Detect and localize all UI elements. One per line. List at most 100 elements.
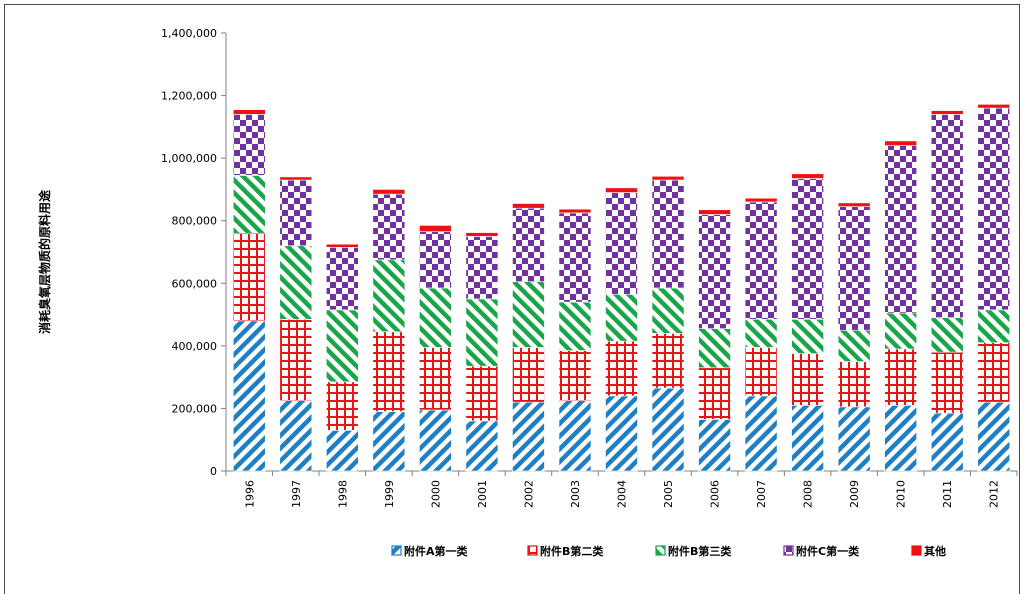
y-tick-label: 0 [210, 465, 217, 478]
bar-segment [930, 114, 964, 319]
bar-segment [419, 409, 452, 472]
bar-segment [837, 406, 871, 472]
bar-segment [791, 173, 824, 179]
y-tick-label: 1,400,000 [161, 27, 217, 40]
bar-segment [884, 312, 917, 350]
legend-label: 附件B第二类 [540, 544, 604, 558]
bar-segment [651, 333, 685, 389]
bar-segment [698, 419, 731, 472]
bar-segment [465, 236, 499, 300]
bar-segment [651, 287, 685, 334]
legend-label: 其他 [924, 544, 946, 558]
bar-segment [419, 287, 452, 348]
bar-segment [744, 347, 778, 397]
bar-segment [977, 309, 1011, 344]
bar-segment [930, 412, 964, 472]
bar-segment [232, 175, 266, 234]
bar-segment [465, 420, 499, 472]
bar-segment [232, 114, 266, 176]
bar-segment [372, 331, 406, 412]
bar-segment [930, 351, 964, 414]
x-tick-label: 1998 [336, 480, 349, 508]
bar-segment [977, 107, 1011, 311]
bar-segment [326, 430, 359, 472]
bar-segment [326, 243, 359, 248]
bar-segment [512, 347, 545, 403]
bar-segment [698, 214, 731, 329]
x-tick-label: 2005 [662, 480, 675, 508]
bar-segment [465, 232, 499, 237]
y-axis-label: 消耗臭氧层物质的原料用途 [37, 189, 52, 334]
bar-segment [558, 212, 592, 303]
x-tick-label: 2003 [569, 480, 582, 508]
bar-segment [558, 350, 592, 401]
legend-label: 附件B第三类 [668, 544, 732, 558]
bar-segment [605, 293, 638, 342]
bar-segment [977, 104, 1011, 109]
bar-segment [558, 301, 592, 351]
bar-segment [698, 367, 731, 420]
bar-segment [884, 145, 917, 314]
bar-segment [232, 109, 266, 115]
bar-segment [837, 361, 871, 408]
bar-segment [465, 365, 499, 422]
legend-swatch [783, 545, 794, 556]
legend-swatch [391, 545, 402, 556]
bar-segment [744, 197, 778, 203]
bar-segment [744, 201, 778, 320]
bar-segment [698, 328, 731, 369]
x-tick-label: 2011 [941, 480, 954, 508]
bar-segment [837, 202, 871, 207]
bar-segment [558, 400, 592, 472]
x-tick-label: 2004 [616, 480, 629, 508]
bar-segment [558, 208, 592, 214]
bar-segment [651, 387, 685, 472]
bar-segment [372, 193, 406, 261]
bar-segment [651, 179, 685, 289]
bar-segment [605, 187, 638, 193]
y-tick-label: 1,000,000 [161, 152, 217, 165]
x-tick-label: 2009 [848, 480, 861, 508]
x-tick-label: 1996 [243, 480, 256, 508]
legend-label: 附件C第一类 [796, 544, 860, 558]
bar-segment [605, 395, 638, 472]
x-tick-label: 2006 [709, 480, 722, 508]
bar-segment [791, 353, 824, 406]
bar-segment [279, 245, 313, 320]
bar-segment [279, 318, 313, 401]
bar-segment [744, 395, 778, 472]
bar-segment [651, 175, 685, 181]
bar-segment [465, 298, 499, 367]
y-tick-label: 400,000 [172, 340, 218, 353]
chart-frame [4, 4, 1020, 594]
x-tick-label: 2007 [755, 480, 768, 508]
bar-segment [884, 404, 917, 472]
y-tick-label: 600,000 [172, 277, 218, 290]
bar-segment [372, 189, 406, 195]
bar-segment [419, 231, 452, 289]
x-tick-label: 2012 [988, 480, 1001, 508]
bar-segment [512, 281, 545, 348]
bar-segment [791, 404, 824, 472]
x-tick-label: 2001 [476, 480, 489, 508]
bar-segment [791, 178, 824, 320]
bar-segment [512, 203, 545, 209]
legend-swatch [655, 545, 666, 556]
legend-swatch [527, 545, 538, 556]
bar-segment [977, 401, 1011, 472]
bar-segment [744, 318, 778, 348]
bar-segment [605, 192, 638, 295]
bar-segment [279, 400, 313, 472]
bar-segment [884, 348, 917, 406]
bar-segment [419, 225, 452, 232]
x-tick-label: 2000 [429, 480, 442, 508]
x-tick-label: 2008 [802, 480, 815, 508]
bar-segment [884, 140, 917, 146]
bar-segment [837, 329, 871, 362]
x-tick-label: 2002 [522, 480, 535, 508]
bar-segment [279, 179, 313, 247]
legend-swatch [911, 545, 922, 556]
bar-segment [977, 342, 1011, 403]
bar-segment [232, 232, 266, 322]
